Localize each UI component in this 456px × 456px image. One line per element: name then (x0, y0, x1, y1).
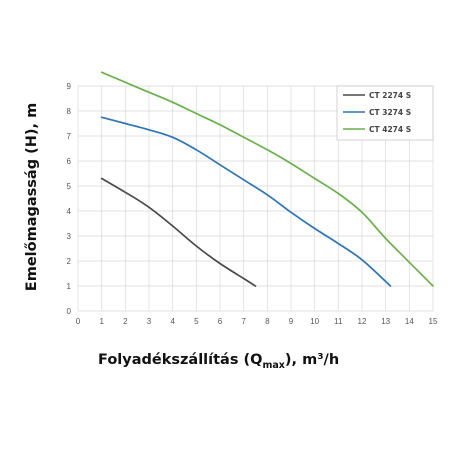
y-tick-label: 4 (67, 207, 72, 216)
legend-label-ct-4274-s: CT 4274 S (369, 125, 411, 134)
x-tick-label: 8 (265, 317, 270, 326)
x-axis-title: Folyadékszállítás (Qmax), m³/h (98, 352, 339, 371)
x-tick-label: 0 (76, 317, 81, 326)
x-axis-title-sub: max (262, 360, 284, 371)
y-axis-title: Emelőmagasság (H), m (24, 103, 40, 291)
x-tick-label: 13 (381, 317, 390, 326)
y-tick-label: 5 (67, 182, 72, 191)
y-tick-label: 2 (67, 257, 72, 266)
y-tick-label: 1 (67, 282, 72, 291)
y-tick-label: 0 (67, 307, 72, 316)
x-tick-label: 15 (429, 317, 438, 326)
x-tick-label: 5 (194, 317, 199, 326)
series-lines (100, 71, 434, 287)
x-tick-label: 10 (310, 317, 319, 326)
x-tick-label: 12 (358, 317, 367, 326)
x-tick-label: 1 (99, 317, 104, 326)
legend-label-ct-2274-s: CT 2274 S (369, 91, 411, 100)
x-tick-label: 3 (147, 317, 152, 326)
y-tick-label: 6 (67, 157, 72, 166)
series-line-ct-3274-s (100, 116, 392, 287)
x-tick-label: 11 (334, 317, 343, 326)
x-tick-labels: 0 1 2 3 4 5 6 7 8 9 10 11 12 13 14 15 (76, 317, 438, 326)
x-axis-title-tail: ), m³/h (285, 352, 339, 368)
x-tick-label: 14 (405, 317, 414, 326)
y-tick-labels: 0 1 2 3 4 5 6 7 8 9 (67, 82, 72, 316)
x-tick-label: 7 (241, 317, 246, 326)
grid (77, 85, 434, 312)
x-axis-title-main: Folyadékszállítás (Q (98, 352, 262, 368)
y-tick-label: 9 (67, 82, 72, 91)
x-tick-label: 4 (170, 317, 175, 326)
legend-label-ct-3274-s: CT 3274 S (369, 108, 411, 117)
y-tick-label: 8 (67, 107, 72, 116)
x-tick-label: 9 (289, 317, 294, 326)
legend: CT 2274 S CT 3274 S CT 4274 S (336, 85, 434, 141)
series-line-ct-4274-s (100, 71, 434, 287)
x-tick-label: 6 (218, 317, 223, 326)
series-line-ct-2274-s (100, 177, 257, 287)
x-tick-label: 2 (123, 317, 128, 326)
y-tick-label: 7 (67, 132, 72, 141)
y-tick-label: 3 (67, 232, 72, 241)
